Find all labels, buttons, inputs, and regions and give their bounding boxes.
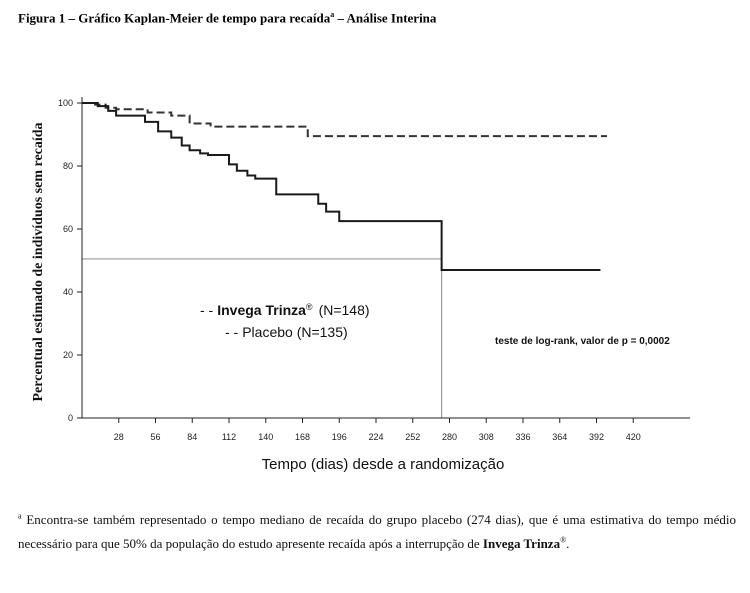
figure-title-suffix: – Análise Interina bbox=[334, 10, 437, 26]
legend-item-placebo: - - Placebo (N=135) bbox=[225, 324, 348, 340]
x-tick-label: 224 bbox=[368, 432, 383, 442]
x-tick-label: 280 bbox=[442, 432, 457, 442]
x-tick-label: 56 bbox=[150, 432, 160, 442]
legend-marker-placebo: - - bbox=[225, 324, 239, 340]
legend-sup-invega: ® bbox=[306, 302, 313, 312]
y-tick-label: 80 bbox=[63, 161, 73, 171]
logrank-annotation: teste de log-rank, valor de p = 0,0002 bbox=[495, 336, 670, 347]
footnote-bold-drug: Invega Trinza bbox=[482, 536, 561, 551]
legend-label-invega: Invega Trinza bbox=[217, 302, 306, 318]
x-axis-label: Tempo (dias) desde a randomização bbox=[262, 456, 505, 473]
x-tick-label: 392 bbox=[589, 432, 604, 442]
y-tick-label: 40 bbox=[63, 287, 73, 297]
footnote: a Encontra-se também representado o temp… bbox=[18, 508, 736, 556]
x-tick-label: 252 bbox=[405, 432, 420, 442]
y-tick-label: 60 bbox=[63, 224, 73, 234]
figure-title-sup: a bbox=[330, 10, 335, 19]
y-tick-label: 20 bbox=[63, 350, 73, 360]
y-axis-label: Percentual estimado de indivíduos sem re… bbox=[31, 122, 46, 401]
footnote-text-end: . bbox=[566, 536, 570, 551]
x-tick-label: 84 bbox=[187, 432, 197, 442]
y-tick-label: 100 bbox=[58, 98, 73, 108]
placebo-curve bbox=[82, 102, 601, 271]
legend-marker-invega: - - bbox=[200, 302, 214, 318]
kaplan-meier-chart: 0 20 40 60 80 100 28 56 84 112 140 168 196 224 252 280 3… bbox=[31, 97, 690, 473]
x-tick-label: 112 bbox=[222, 432, 236, 442]
x-tick-label: 420 bbox=[626, 432, 641, 442]
footnote-sup: a bbox=[18, 511, 22, 521]
invega-trinza-curve bbox=[82, 102, 607, 138]
footnote-text: Encontra-se também representado o tempo … bbox=[18, 512, 736, 551]
series-layer bbox=[82, 102, 607, 271]
x-tick-label: 28 bbox=[114, 432, 124, 442]
y-tick-label: 0 bbox=[68, 413, 73, 423]
x-tick-label: 364 bbox=[552, 432, 567, 442]
axes: 0 20 40 60 80 100 28 56 84 112 140 168 196 224 252 280 3… bbox=[58, 97, 690, 442]
legend-item-invega: - - Invega Trinza® (N=148) bbox=[200, 302, 370, 318]
footnote-sup-registered: ® bbox=[560, 535, 567, 545]
legend-n-invega: (N=148) bbox=[319, 302, 370, 318]
x-tick-label: 308 bbox=[479, 432, 494, 442]
legend: - - Invega Trinza® (N=148) - - Placebo (N=1… bbox=[200, 302, 370, 340]
legend-label-placebo: Placebo (N=135) bbox=[242, 324, 347, 340]
figure-title-text: Figura 1 – Gráfico Kaplan-Meier de tempo… bbox=[18, 10, 331, 26]
x-tick-label: 336 bbox=[515, 432, 530, 442]
x-tick-label: 140 bbox=[258, 432, 273, 442]
figure-title: Figura 1 – Gráfico Kaplan-Meier de tempo… bbox=[18, 10, 436, 26]
reference-lines bbox=[82, 258, 443, 418]
x-tick-label: 196 bbox=[332, 432, 347, 442]
x-tick-label: 168 bbox=[295, 432, 310, 442]
